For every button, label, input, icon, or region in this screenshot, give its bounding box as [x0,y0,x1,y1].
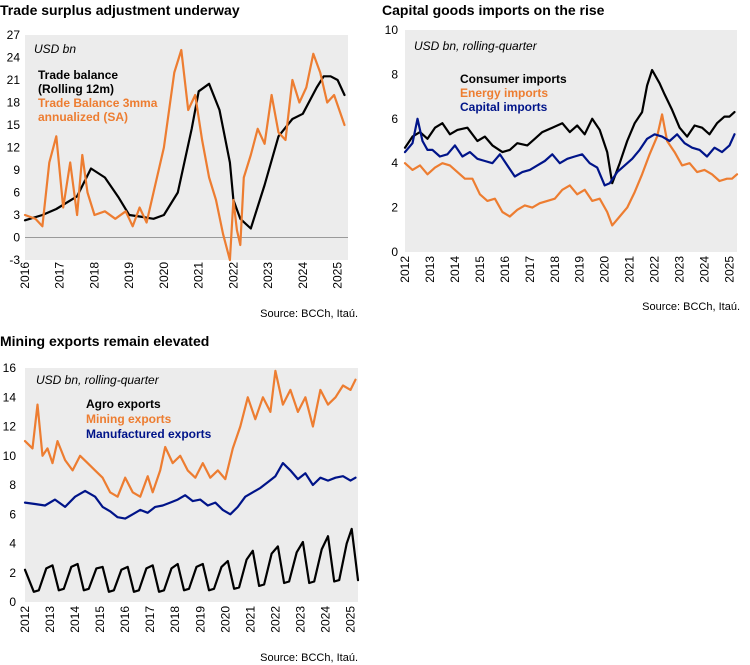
chart2-ytick-label: 10 [385,23,399,37]
chart2-xtick-label: 2020 [598,256,612,283]
chart3-ytick-label: 16 [3,361,17,375]
chart3-legend-entry-2: Mining exports [86,412,172,426]
chart1-xtick-label: 2025 [331,262,345,289]
chart3-xtick-label: 2022 [268,606,282,633]
chart1-xtick-label: 2024 [296,262,310,289]
chart1-xtick-label: 2023 [261,262,275,289]
chart3-xtick-label: 2019 [193,606,207,633]
chart1-ytick-label: 21 [7,73,21,87]
chart3-ytick-label: 10 [3,449,17,463]
chart2-xtick-label: 2016 [498,256,512,283]
chart1-ytick-label: 24 [7,51,21,65]
chart1-series-line-1 [23,75,346,230]
chart2-legend-entry-2: Energy imports [460,86,548,100]
chart-trade-surplus: Trade surplus adjustment underway USD bn… [0,2,358,320]
chart3-xtick-label: 2013 [43,606,57,633]
chart2-xtick-label: 2015 [473,256,487,283]
chart2-unit-label: USD bn, rolling-quarter [414,39,538,53]
chart1-ytick-label: 15 [7,118,21,132]
chart2-source: Source: BCCh, Itaú. [642,301,740,313]
chart1-ytick-label: 9 [13,163,20,177]
chart2-xtick-label: 2022 [648,256,662,283]
chart2-xtick-label: 2019 [573,256,587,283]
chart3-ytick-label: 4 [9,537,16,551]
chart1-xtick-label: 2019 [122,262,136,289]
chart3-legend-entry-3: Manufactured exports [86,427,212,441]
chart3-xtick-label: 2017 [143,606,157,633]
chart3-xtick-label: 2015 [93,606,107,633]
chart1-series-line-2 [23,48,346,262]
chart1-ytick-label: 27 [7,28,21,42]
chart1-xtick-label: 2021 [192,262,206,289]
chart1-source: Source: BCCh, Itaú. [260,308,358,320]
chart3-ytick-label: 2 [9,566,16,580]
chart2-xtick-label: 2023 [673,256,687,283]
chart1-unit-label: USD bn [34,42,76,56]
chart3-xtick-label: 2016 [118,606,132,633]
chart3-xtick-label: 2024 [318,606,332,633]
chart3-xtick-label: 2014 [68,606,82,633]
chart1-ytick-label: 12 [7,141,21,155]
chart3-ytick-label: 14 [3,390,17,404]
chart2-legend-entry-3: Capital imports [460,100,548,114]
chart1-xtick-label: 2016 [18,262,32,289]
chart3-xtick-label: 2021 [243,606,257,633]
chart2-xtick-label: 2021 [623,256,637,283]
chart2-ytick-label: 2 [391,201,398,215]
chart1-xtick-label: 2022 [226,262,240,289]
chart2-xtick-label: 2025 [723,256,737,283]
chart2-series-line-1 [403,68,736,185]
chart2-plot-area [405,30,737,252]
chart1-ytick-label: 0 [13,231,20,245]
chart1-xtick-label: 2020 [157,262,171,289]
chart3-ytick-label: 12 [3,420,17,434]
chart2-xtick-label: 2024 [698,256,712,283]
chart3-xtick-label: 2025 [343,606,357,633]
chart1-ytick-label: 18 [7,96,21,110]
chart1-legend-entry-2: Trade Balance 3mma annualized (SA) [38,96,158,124]
chart1-ytick-label: -3 [9,253,20,267]
chart2-xtick-label: 2014 [448,256,462,283]
chart1-legend-entry-1: Trade balance (Rolling 12m) [38,68,118,96]
chart1-title: Trade surplus adjustment underway [0,2,240,18]
chart2-xtick-label: 2012 [398,256,412,283]
chart3-xtick-label: 2023 [293,606,307,633]
chart3-xtick-label: 2020 [218,606,232,633]
chart-mining-exports: Mining exports remain elevated USD bn, r… [0,333,360,664]
chart3-xtick-label: 2012 [18,606,32,633]
chart2-series-line-3 [403,117,736,187]
chart3-series-line-3 [23,462,357,520]
chart2-ytick-label: 0 [391,245,398,259]
chart3-series-line-1 [23,527,360,593]
chart3-ytick-label: 6 [9,507,16,521]
chart3-title: Mining exports remain elevated [0,333,209,349]
chart3-ytick-label: 8 [9,478,16,492]
chart1-xtick-label: 2017 [53,262,67,289]
chart2-ytick-label: 8 [391,67,398,81]
chart3-source: Source: BCCh, Itaú. [260,652,358,664]
chart2-series-line-2 [403,113,739,227]
chart3-series-line-2 [23,369,357,498]
chart2-xtick-label: 2013 [423,256,437,283]
chart3-unit-label: USD bn, rolling-quarter [36,373,160,387]
chart1-ytick-label: 3 [13,208,20,222]
chart2-ytick-label: 4 [391,156,398,170]
chart2-legend-entry-1: Consumer imports [460,72,567,86]
chart3-ytick-label: 0 [9,595,16,609]
chart-capital-goods: Capital goods imports on the rise USD bn… [382,2,740,313]
chart2-xtick-label: 2018 [548,256,562,283]
chart1-xtick-label: 2018 [87,262,101,289]
chart3-xtick-label: 2018 [168,606,182,633]
chart2-xtick-label: 2017 [523,256,537,283]
chart3-legend-entry-1: Agro exports [86,397,161,411]
chart1-ytick-label: 6 [13,186,20,200]
chart3-plot-area [25,368,358,602]
chart2-ytick-label: 6 [391,112,398,126]
chart2-title: Capital goods imports on the rise [382,2,605,18]
